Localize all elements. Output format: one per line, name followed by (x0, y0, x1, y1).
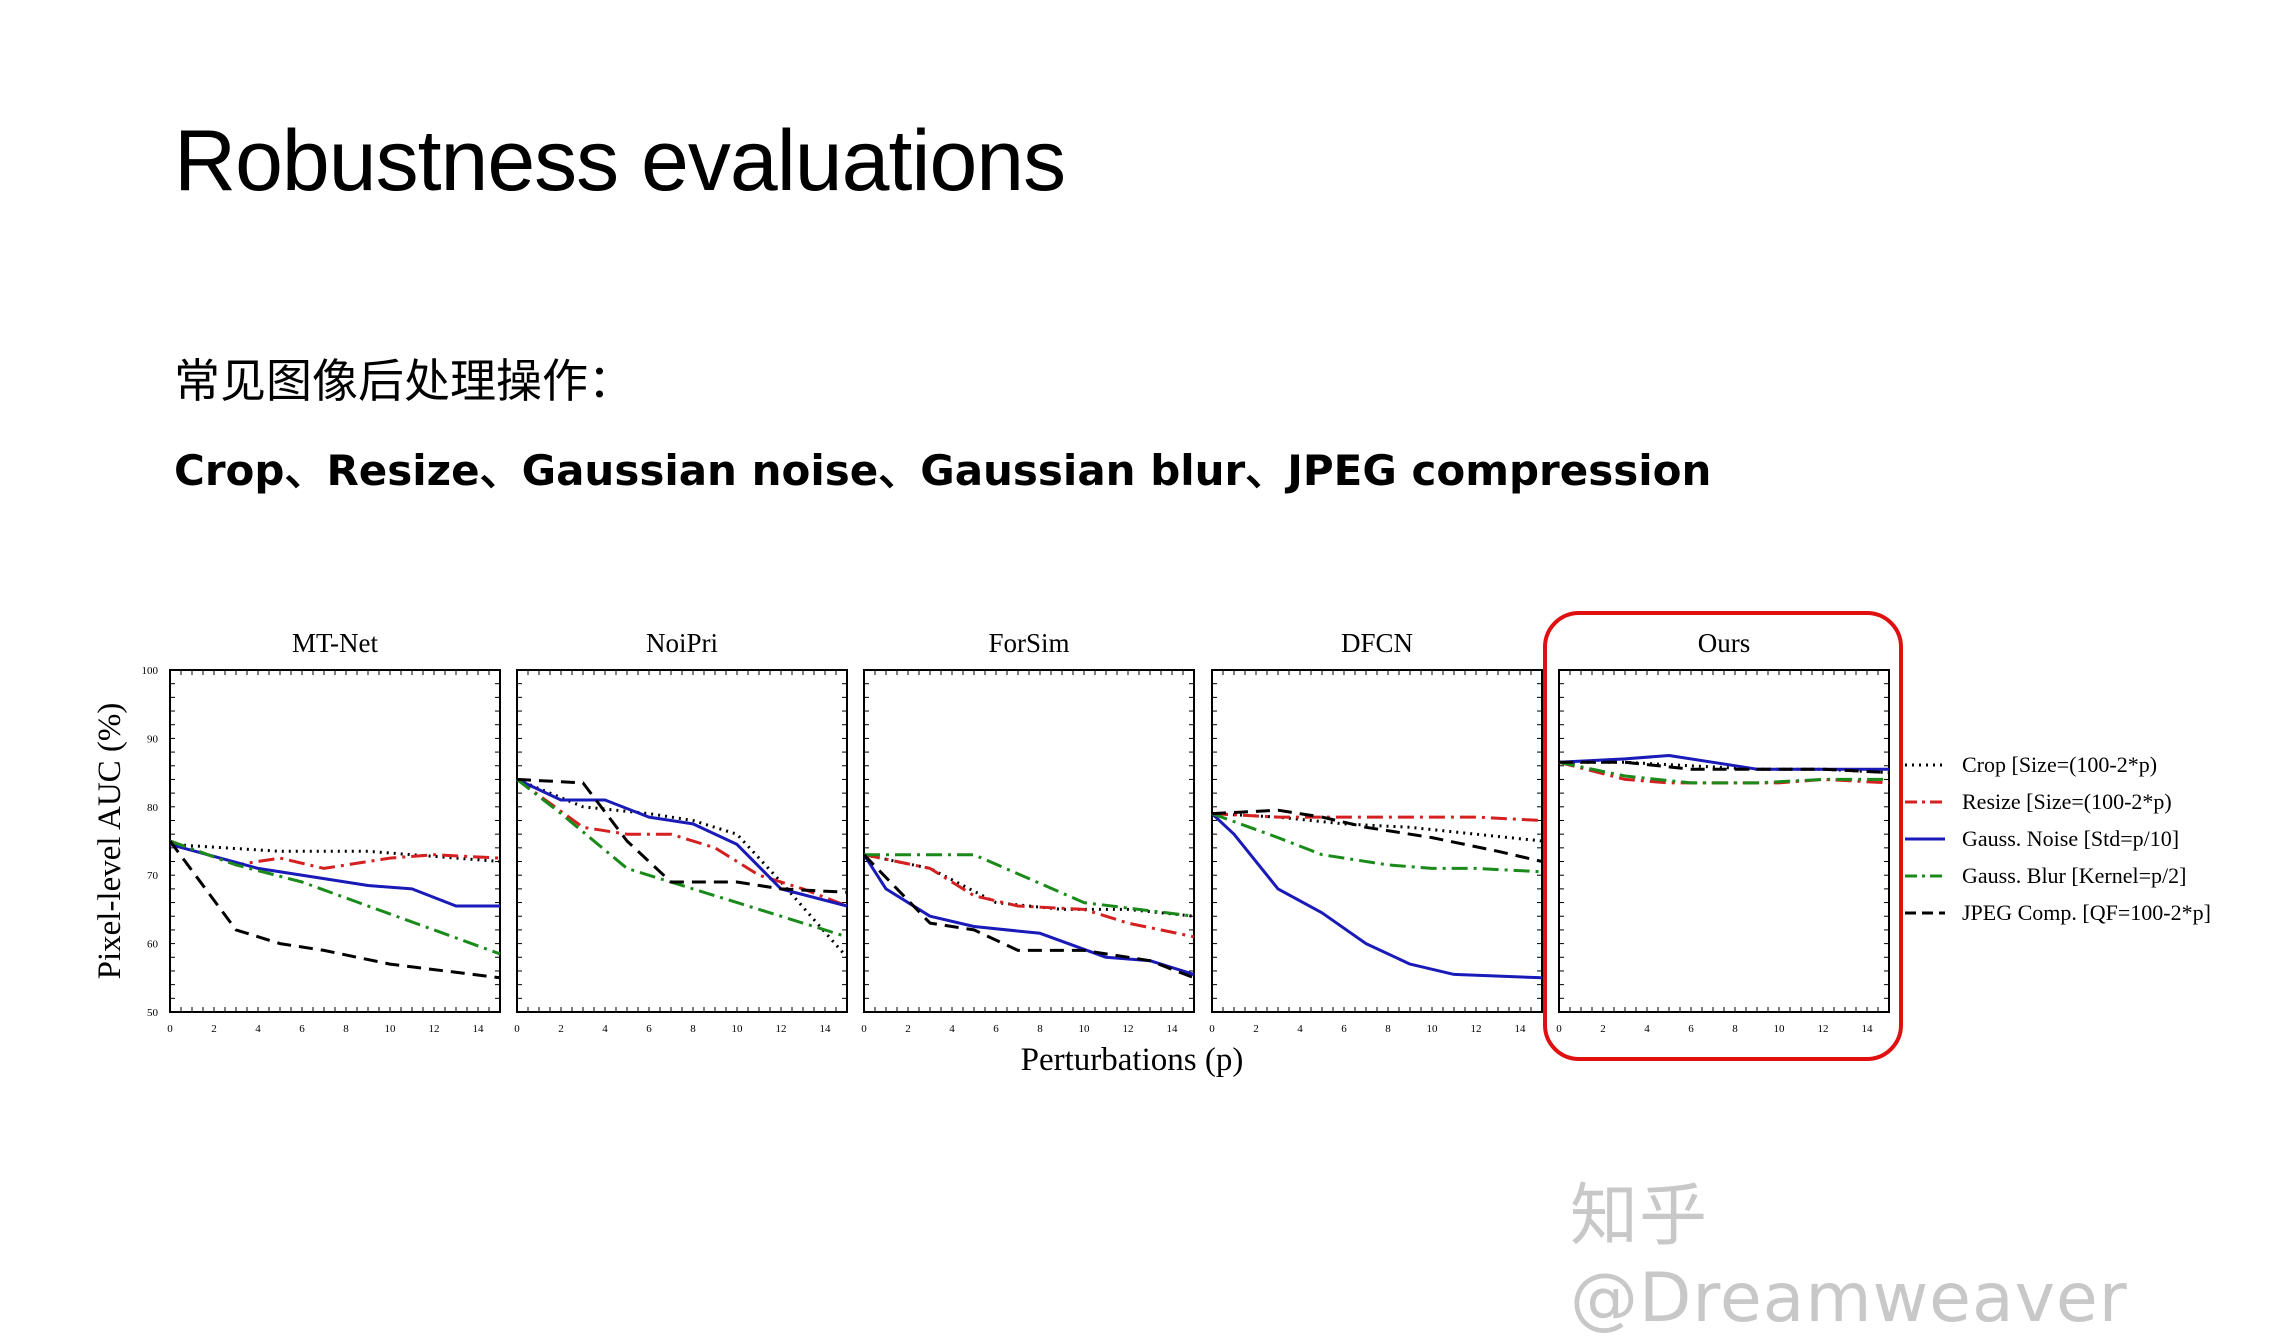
y-tick-label: 100 (142, 665, 159, 677)
series-line (169, 839, 501, 956)
panel-frame (516, 669, 848, 1013)
series-line (516, 778, 848, 908)
watermark: 知乎 @Dreamweaver (1570, 1177, 2128, 1338)
series-line (168, 840, 501, 980)
x-tick-label: 4 (1644, 1023, 1650, 1035)
panel-title: MT-Net (292, 628, 378, 658)
x-tick-label: 6 (299, 1023, 305, 1035)
x-tick-label: 6 (993, 1023, 999, 1035)
x-tick-label: 0 (861, 1023, 867, 1035)
series-line (169, 842, 500, 908)
x-tick-label: 14 (820, 1023, 832, 1035)
y-axis-label: Pixel-level AUC (%) (92, 703, 128, 980)
y-tick-label: 60 (147, 939, 159, 951)
series-line (169, 842, 501, 863)
robustness-chart: MT-Net 0 2 4 6 8 10 12 14 NoiPri 0 2 4 6 8 10 12 14 ForSim… (92, 611, 2211, 1078)
panel-title: DFCN (1341, 628, 1413, 658)
x-tick-label: 12 (1471, 1023, 1482, 1035)
panel-title: ForSim (988, 628, 1069, 658)
x-tick-label: 14 (1515, 1023, 1527, 1035)
x-tick-label: 4 (255, 1023, 261, 1035)
x-tick-label: 8 (343, 1023, 349, 1035)
x-axis-label: Perturbations (p) (1021, 1042, 1244, 1078)
panel-frame (1558, 669, 1890, 1013)
x-tick-label: 10 (732, 1023, 744, 1035)
y-tick-label: 50 (147, 1007, 159, 1019)
x-tick-label: 12 (776, 1023, 787, 1035)
x-tick-label: 10 (1079, 1023, 1091, 1035)
series-line (862, 853, 1195, 976)
legend-label: Crop [Size=(100-2*p) (1962, 752, 2157, 777)
x-tick-label: 4 (949, 1023, 955, 1035)
slide-title: Robustness evaluations (174, 113, 1066, 209)
series-line (516, 778, 849, 959)
x-tick-label: 12 (429, 1023, 440, 1035)
x-tick-label: 6 (1341, 1023, 1347, 1035)
series-line (1211, 808, 1543, 863)
series-line (169, 839, 501, 870)
x-tick-label: 10 (1774, 1023, 1786, 1035)
series-line (1558, 760, 1889, 785)
series-line (516, 778, 848, 939)
series-line (862, 853, 1195, 980)
x-tick-label: 0 (1209, 1023, 1215, 1035)
series-line (863, 853, 1195, 939)
x-tick-label: 2 (1600, 1023, 1606, 1035)
series-line (863, 853, 1195, 918)
highlight-box (1543, 611, 1903, 1061)
x-tick-label: 14 (473, 1023, 485, 1035)
y-tick-label: 90 (147, 733, 159, 745)
legend-label: JPEG Comp. [QF=100-2*p] (1962, 900, 2211, 925)
series-line (1210, 812, 1543, 980)
x-tick-label: 10 (1427, 1023, 1439, 1035)
series-line (516, 777, 848, 894)
legend-label: Gauss. Noise [Std=p/10] (1962, 826, 2179, 851)
x-tick-label: 14 (1862, 1023, 1874, 1035)
y-tick-label: 70 (147, 870, 159, 882)
panel-title: Ours (1698, 628, 1751, 658)
operations-list: Crop、Resize、Gaussian noise、Gaussian blur… (174, 446, 1712, 495)
x-tick-label: 2 (1253, 1023, 1259, 1035)
x-tick-label: 2 (558, 1023, 564, 1035)
slide-subtitle: 常见图像后处理操作： (174, 354, 634, 408)
series-line (1559, 760, 1890, 775)
series-line (1211, 812, 1543, 822)
panel-title: NoiPri (646, 628, 718, 658)
panel-frame (1211, 669, 1543, 1013)
series-line (864, 853, 1195, 918)
x-tick-label: 8 (690, 1023, 696, 1035)
x-tick-label: 12 (1123, 1023, 1134, 1035)
x-tick-label: 4 (1297, 1023, 1303, 1035)
series-line (516, 778, 848, 908)
x-tick-label: 0 (167, 1023, 173, 1035)
x-tick-label: 6 (646, 1023, 652, 1035)
x-tick-label: 4 (602, 1023, 608, 1035)
x-tick-label: 14 (1167, 1023, 1179, 1035)
y-tick-label: 80 (147, 802, 159, 814)
legend-label: Gauss. Blur [Kernel=p/2] (1962, 863, 2186, 888)
x-tick-label: 2 (905, 1023, 911, 1035)
x-tick-label: 8 (1385, 1023, 1391, 1035)
x-tick-label: 8 (1037, 1023, 1043, 1035)
x-tick-label: 12 (1818, 1023, 1829, 1035)
x-tick-label: 2 (211, 1023, 217, 1035)
x-tick-label: 10 (385, 1023, 397, 1035)
series-line (1211, 812, 1543, 874)
x-tick-label: 8 (1732, 1023, 1738, 1035)
x-tick-label: 0 (514, 1023, 520, 1035)
panel-frame (169, 669, 501, 1013)
x-tick-label: 0 (1556, 1023, 1562, 1035)
x-tick-label: 6 (1688, 1023, 1694, 1035)
legend-label: Resize [Size=(100-2*p) (1962, 789, 2172, 814)
